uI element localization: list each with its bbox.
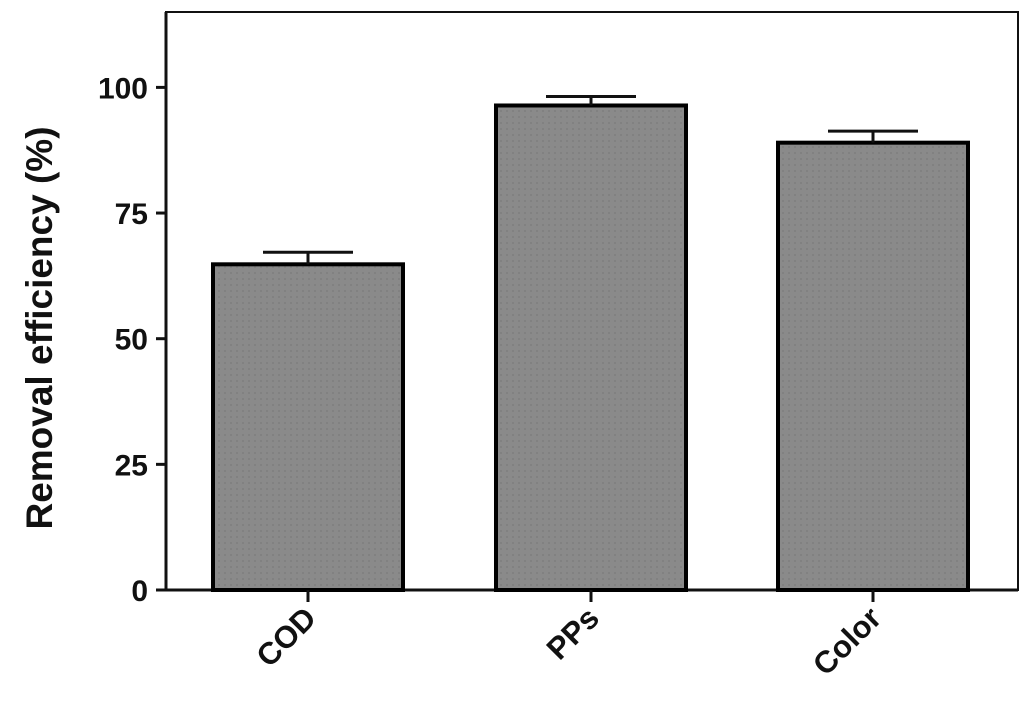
y-tick-label: 50 [115, 324, 148, 357]
bars [211, 94, 970, 592]
y-tick-label: 25 [115, 449, 148, 482]
bar-pps [494, 103, 688, 592]
y-tick-label: 0 [131, 575, 148, 608]
x-tick-label: COD [249, 600, 322, 673]
y-tick-label: 100 [98, 72, 148, 105]
x-tick-label: PPs [540, 600, 606, 666]
bar-color [776, 140, 970, 592]
x-axis-ticks: COD PPs Color [249, 590, 888, 682]
y-tick-label: 75 [115, 198, 148, 231]
x-tick-label: Color [806, 600, 888, 682]
y-axis-ticks: 0 25 50 75 100 [98, 72, 166, 608]
y-axis-label: Removal efficiency (%) [19, 126, 60, 529]
bar-cod [211, 262, 405, 592]
